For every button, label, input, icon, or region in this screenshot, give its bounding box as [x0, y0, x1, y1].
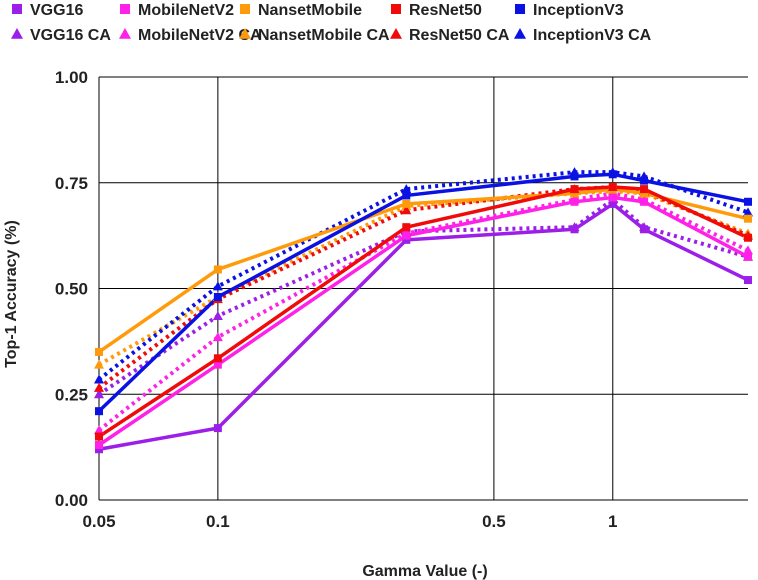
series-markers: [94, 167, 753, 454]
y-tick-label: 0.00: [55, 491, 88, 510]
data-point-mobilenetv2-ca: [743, 245, 753, 255]
data-point-vgg16: [744, 276, 752, 285]
series-line-vgg16-ca: [97, 197, 749, 396]
data-point-nansetmobile: [640, 189, 649, 198]
x-tick-label: 1: [608, 512, 617, 531]
legend-label-vgg16-ca: VGG16 CA: [30, 27, 111, 44]
series-line-vgg16: [98, 202, 749, 451]
legend-label-resnet50: ResNet50: [409, 2, 482, 19]
legend-swatch-mobilenetv2-ca: [119, 28, 131, 39]
legend-swatch-resnet50: [391, 4, 401, 14]
data-point-nansetmobile: [402, 199, 411, 208]
data-point-resnet50: [570, 185, 579, 194]
data-point-resnet50: [744, 233, 752, 242]
data-point-inceptionv3: [402, 191, 411, 200]
data-point-vgg16: [608, 199, 617, 208]
data-point-vgg16: [95, 445, 103, 454]
data-point-nansetmobile: [213, 265, 222, 274]
legend-swatch-inceptionv3-ca: [514, 28, 526, 39]
data-point-mobilenetv2: [640, 197, 649, 206]
data-point-resnet50: [608, 182, 617, 191]
data-point-resnet50-ca: [401, 205, 412, 215]
legend-label-inceptionv3: InceptionV3: [533, 2, 624, 19]
legend-label-inceptionv3-ca: InceptionV3 CA: [533, 27, 652, 44]
grid: [98, 76, 748, 501]
data-point-resnet50-ca: [94, 382, 104, 392]
data-point-resnet50: [402, 223, 411, 232]
data-point-inceptionv3-ca: [743, 207, 753, 217]
data-point-inceptionv3: [95, 407, 103, 416]
data-point-inceptionv3-ca: [94, 374, 104, 384]
legend-label-mobilenetv2: MobileNetV2: [138, 2, 234, 19]
x-axis-title: Gamma Value (-): [362, 563, 487, 580]
data-point-inceptionv3-ca: [401, 184, 412, 194]
data-point-vgg16: [402, 235, 411, 244]
data-point-nansetmobile: [570, 189, 579, 198]
data-point-vgg16-ca: [94, 389, 104, 399]
legend-label-vgg16: VGG16: [30, 2, 83, 19]
legend-label-nansetmobile: NansetMobile: [258, 2, 362, 19]
data-point-mobilenetv2: [95, 441, 103, 450]
data-point-mobilenetv2: [213, 360, 222, 369]
series-line-resnet50: [98, 185, 749, 439]
data-point-vgg16: [213, 424, 222, 433]
series-line-resnet50-ca: [97, 184, 749, 390]
y-tick-label: 0.50: [55, 280, 88, 299]
data-point-mobilenetv2-ca: [94, 425, 104, 435]
data-point-mobilenetv2: [608, 193, 617, 202]
data-point-inceptionv3: [570, 172, 579, 181]
legend-swatch-nansetmobile-ca: [239, 28, 251, 39]
legend-swatch-nansetmobile: [240, 4, 250, 14]
series-line-mobilenetv2: [98, 195, 749, 447]
legend-swatch-vgg16: [12, 4, 22, 14]
legend-swatch-inceptionv3: [515, 4, 525, 14]
legend-swatch-vgg16-ca: [11, 28, 23, 39]
legend-swatch-resnet50-ca: [390, 28, 402, 39]
data-point-nansetmobile: [95, 347, 103, 356]
data-point-mobilenetv2-ca: [212, 332, 223, 342]
data-point-inceptionv3: [213, 292, 222, 301]
series-line-nansetmobile: [98, 187, 749, 354]
data-point-vgg16: [570, 225, 579, 234]
x-tick-label: 0.5: [482, 512, 506, 531]
legend-swatch-mobilenetv2: [120, 4, 130, 14]
data-point-vgg16: [640, 225, 649, 234]
legend-label-nansetmobile-ca: NansetMobile CA: [258, 27, 390, 44]
data-point-nansetmobile: [744, 214, 752, 223]
data-point-inceptionv3: [640, 176, 649, 185]
y-tick-label: 1.00: [55, 68, 88, 87]
y-tick-label: 0.25: [55, 385, 88, 404]
data-point-nansetmobile-ca: [94, 359, 104, 369]
data-point-resnet50: [213, 354, 222, 363]
series-lines: [97, 170, 749, 451]
data-point-inceptionv3: [608, 170, 617, 179]
legend-label-mobilenetv2-ca: MobileNetV2 CA: [138, 27, 262, 44]
x-tick-label: 0.05: [82, 512, 115, 531]
data-point-resnet50: [640, 185, 649, 194]
data-point-inceptionv3: [744, 197, 752, 206]
data-point-resnet50: [95, 432, 103, 441]
data-point-mobilenetv2: [570, 197, 579, 206]
y-axis-title: Top-1 Accuracy (%): [3, 220, 20, 368]
series-line-nansetmobile-ca: [98, 189, 749, 367]
axes: 0.00 0.25 0.50 0.75 1.00 0.05 0.1 0.5 1: [55, 68, 618, 531]
legend: VGG16 MobileNetV2 NansetMobile ResNet50 Ince…: [11, 2, 652, 44]
legend-label-resnet50-ca: ResNet50 CA: [409, 27, 510, 44]
data-point-vgg16-ca: [212, 310, 223, 320]
y-tick-label: 0.75: [55, 174, 88, 193]
x-tick-label: 0.1: [206, 512, 230, 531]
data-point-mobilenetv2: [402, 231, 411, 240]
data-point-inceptionv3-ca: [212, 281, 223, 291]
data-point-mobilenetv2: [744, 252, 752, 261]
